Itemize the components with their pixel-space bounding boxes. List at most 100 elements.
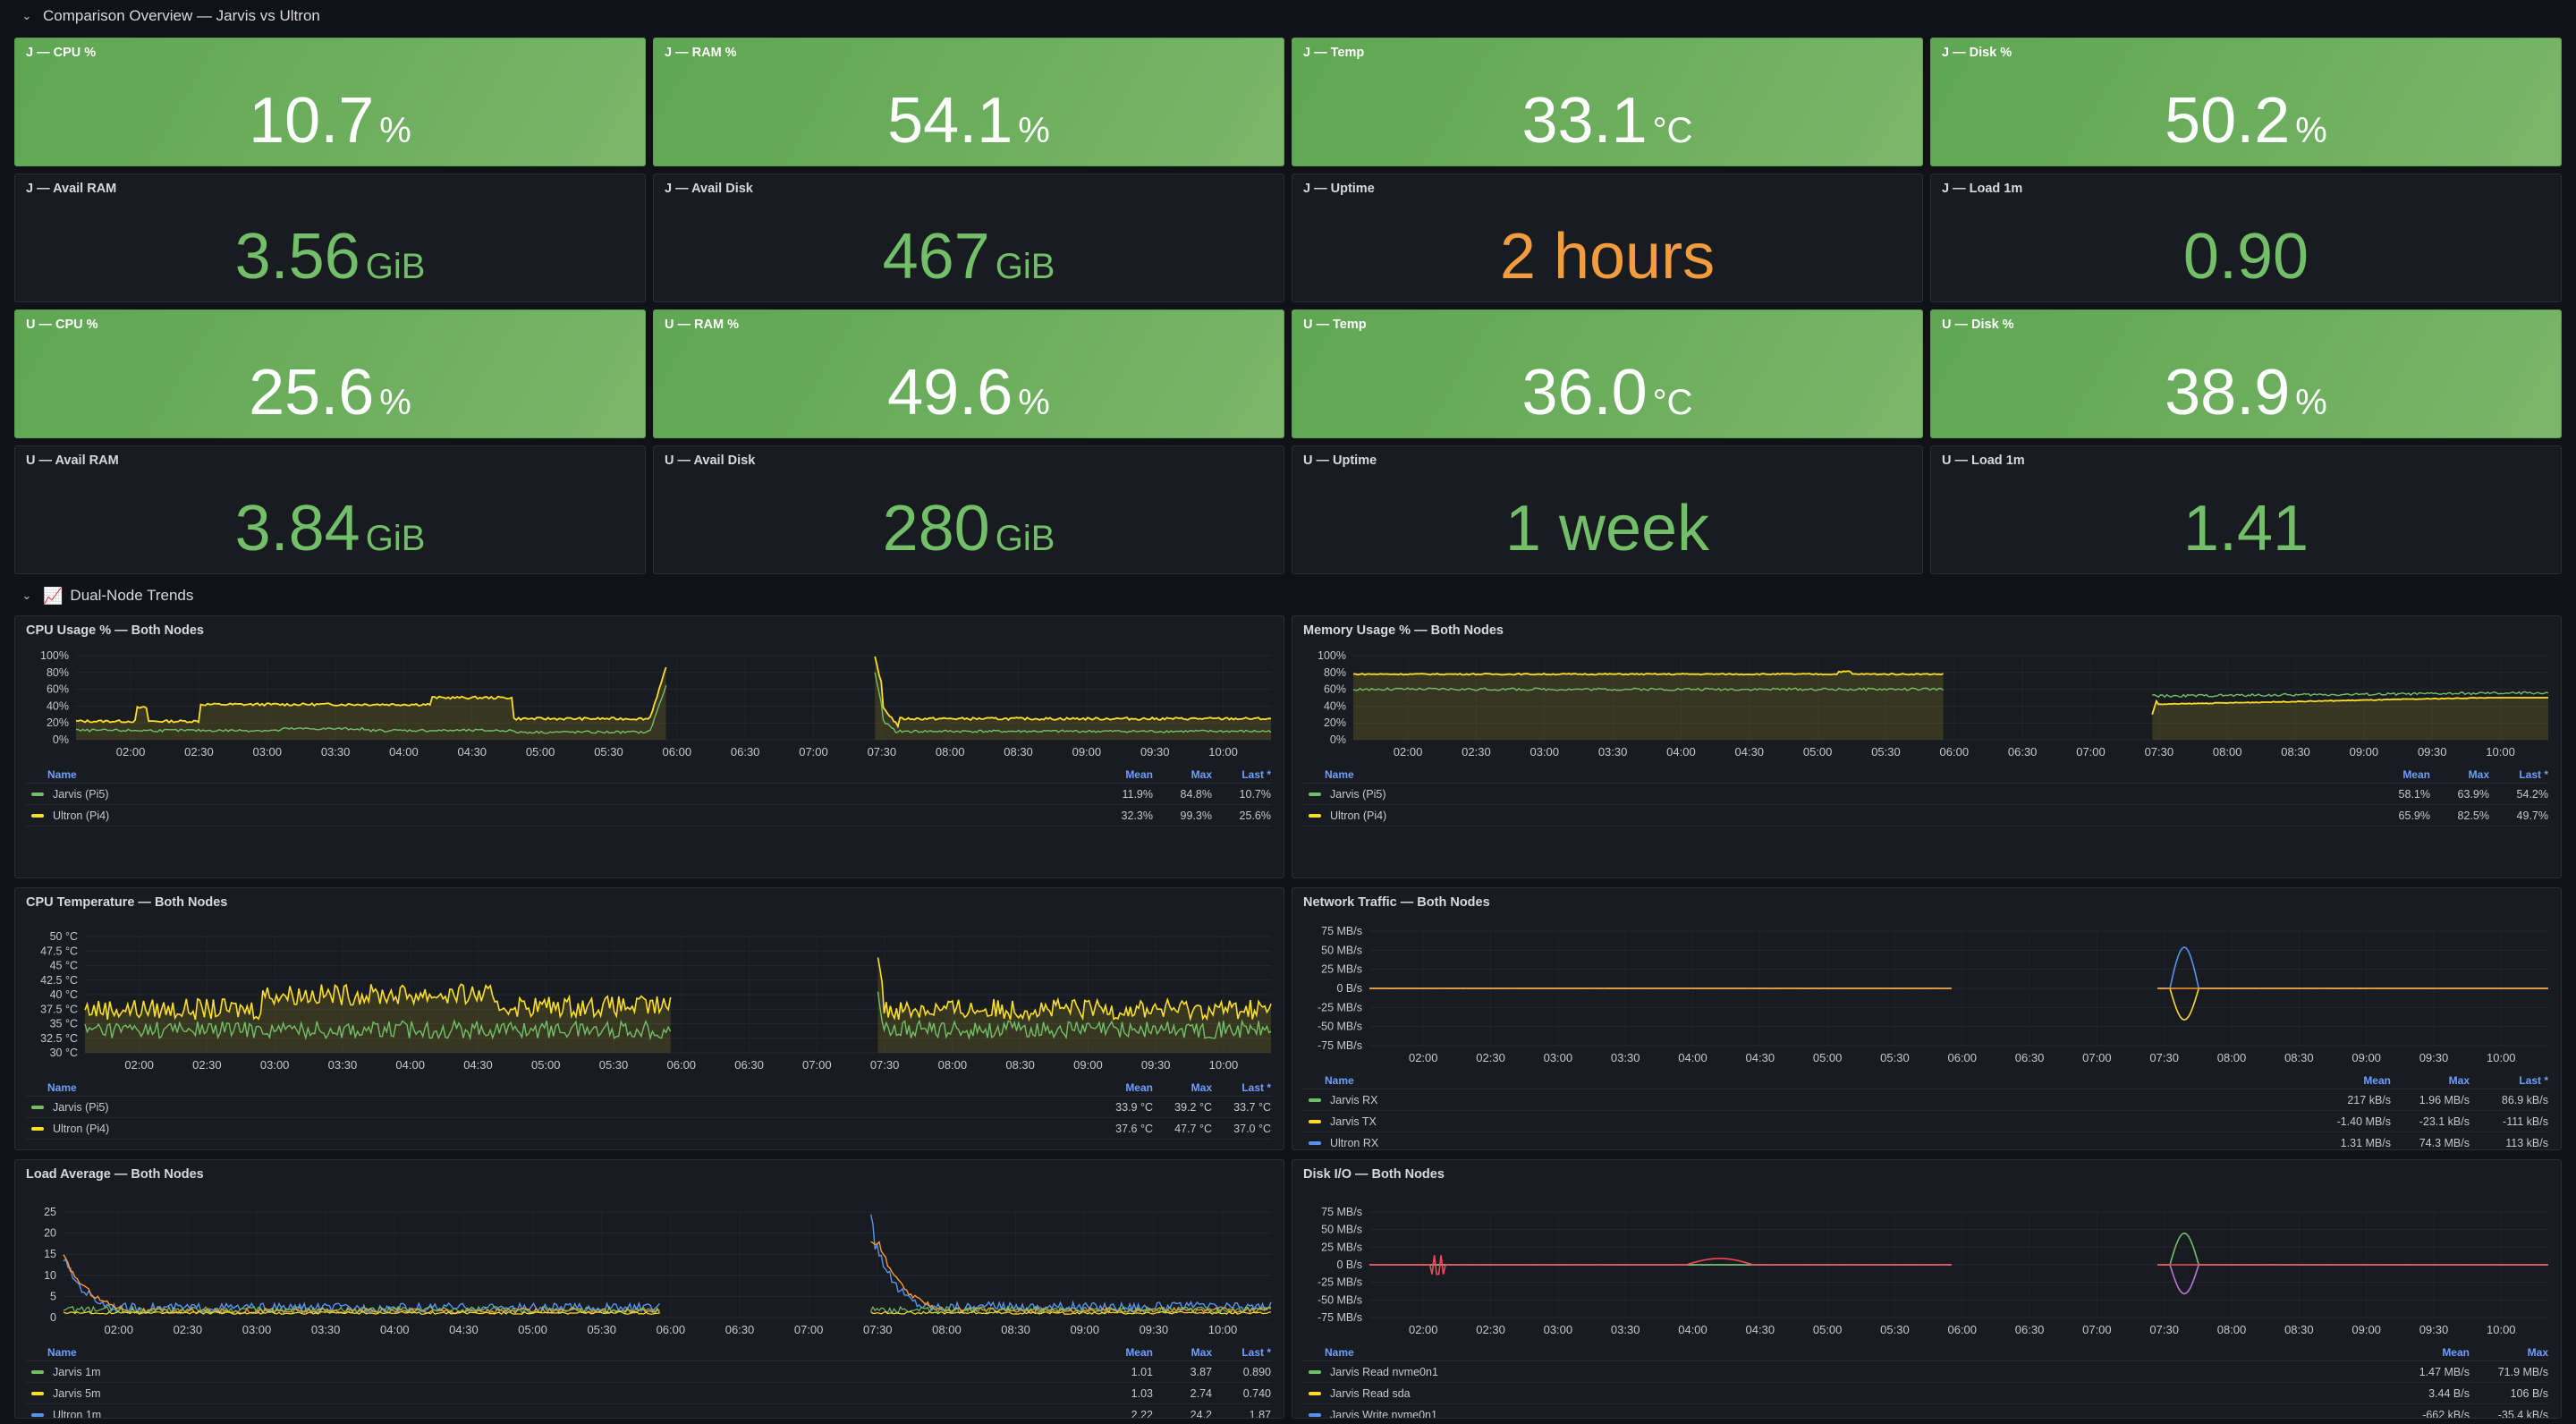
series-line[interactable] xyxy=(63,1254,661,1315)
legend-column-header[interactable]: Last * xyxy=(1241,768,1271,781)
row-header-trends[interactable]: ⌄ 📈 Dual-Node Trends xyxy=(0,580,194,612)
series-line[interactable] xyxy=(63,1258,661,1315)
series-line[interactable] xyxy=(870,1310,1272,1315)
legend-column-header[interactable]: Mean xyxy=(1125,1346,1153,1359)
series-line[interactable] xyxy=(1369,1255,1952,1276)
legend-row[interactable]: Jarvis (Pi5) 11.9% 84.8% 10.7% xyxy=(26,784,1271,805)
legend-row[interactable]: Jarvis TX -1.40 MB/s -23.1 kB/s -111 kB/s xyxy=(1303,1111,2548,1132)
legend-row[interactable]: Jarvis (Pi5) 58.1% 63.9% 54.2% xyxy=(1303,784,2548,805)
stat-panel[interactable]: J — Disk % 50.2% xyxy=(1930,38,2562,166)
row-header-comparison[interactable]: ⌄ Comparison Overview — Jarvis vs Ultron xyxy=(0,0,320,32)
legend-row[interactable]: Jarvis (Pi5) 33.9 °C 39.2 °C 33.7 °C xyxy=(26,1097,1271,1118)
series-line[interactable] xyxy=(84,1019,672,1041)
chevron-down-icon[interactable]: ⌄ xyxy=(21,589,32,602)
legend-column-header[interactable]: Name xyxy=(47,1081,77,1094)
series-line[interactable] xyxy=(63,1305,660,1315)
stat-panel[interactable]: J — Temp 33.1 °C xyxy=(1292,38,1923,166)
series-line[interactable] xyxy=(2152,691,2549,699)
series-line[interactable] xyxy=(874,672,1272,733)
legend-series-name[interactable]: Jarvis (Pi5) xyxy=(1303,788,2371,801)
legend-column-header[interactable]: Mean xyxy=(2442,1346,2470,1359)
legend-series-name[interactable]: Jarvis TX xyxy=(1303,1115,2312,1128)
legend-series-name[interactable]: Jarvis Read sda xyxy=(1303,1387,2391,1400)
legend-row[interactable]: Jarvis RX 217 kB/s 1.96 MB/s 86.9 kB/s xyxy=(1303,1089,2548,1111)
series-line[interactable] xyxy=(870,1305,1272,1315)
legend-column-header[interactable]: Last * xyxy=(2519,768,2548,781)
legend-column-header[interactable]: Max xyxy=(2448,1074,2470,1087)
stat-panel[interactable]: J — RAM % 54.1% xyxy=(653,38,1284,166)
stat-panel[interactable]: U — Disk % 38.9% xyxy=(1930,309,2562,438)
legend-column-header[interactable]: Last * xyxy=(1241,1081,1271,1094)
series-line[interactable] xyxy=(75,666,667,724)
legend-row[interactable]: Jarvis 5m 1.03 2.74 0.740 xyxy=(26,1383,1271,1404)
chart-svg[interactable]: 100% 80% 60% 40% 20% 0% 02:00 02:30 03:00 03:30 04… xyxy=(15,616,1284,763)
series-line[interactable] xyxy=(2157,1263,2549,1295)
series-line[interactable] xyxy=(2157,1232,2548,1267)
stat-panel[interactable]: J — CPU % 10.7% xyxy=(14,38,646,166)
legend-series-name[interactable]: Jarvis 5m xyxy=(26,1387,1094,1400)
timeseries-panel-load[interactable]: Load Average — Both Nodes 25 20 15 10 5 0 02:00… xyxy=(14,1159,1284,1419)
series-line[interactable] xyxy=(84,983,672,1021)
legend-row[interactable]: Jarvis Read nvme0n1 1.47 MB/s 71.9 MB/s xyxy=(1303,1361,2548,1383)
legend-series-name[interactable]: Jarvis RX xyxy=(1303,1094,2312,1106)
series-line[interactable] xyxy=(874,656,1272,729)
stat-panel[interactable]: U — Avail Disk 280 GiB xyxy=(653,445,1284,574)
timeseries-panel-cpu[interactable]: CPU Usage % — Both Nodes 100% 80% 60% 40% 20%… xyxy=(14,615,1284,878)
chart-svg[interactable]: 75 MB/s 50 MB/s 25 MB/s 0 B/s -25 MB/s -50 MB… xyxy=(1292,1160,2562,1341)
legend-column-header[interactable]: Max xyxy=(1191,1346,1212,1359)
series-line[interactable] xyxy=(1353,670,1944,676)
series-line[interactable] xyxy=(2157,945,2549,990)
legend-series-name[interactable]: Jarvis Read nvme0n1 xyxy=(1303,1366,2391,1378)
legend-series-name[interactable]: Ultron (Pi4) xyxy=(26,1123,1094,1135)
stat-panel[interactable]: J — Load 1m 0.90 xyxy=(1930,174,2562,302)
legend-series-name[interactable]: Jarvis (Pi5) xyxy=(26,1101,1094,1114)
stat-panel[interactable]: U — Avail RAM 3.84 GiB xyxy=(14,445,646,574)
legend-column-header[interactable]: Mean xyxy=(1125,1081,1153,1094)
legend-row[interactable]: Ultron RX 1.31 MB/s 74.3 MB/s 113 kB/s xyxy=(1303,1132,2548,1149)
series-line[interactable] xyxy=(877,957,1272,1022)
legend-column-header[interactable]: Mean xyxy=(2402,768,2430,781)
legend-series-name[interactable]: Jarvis 1m xyxy=(26,1366,1094,1378)
stat-panel[interactable]: U — RAM % 49.6% xyxy=(653,309,1284,438)
legend-column-header[interactable]: Name xyxy=(47,768,77,781)
stat-panel[interactable]: J — Avail Disk 467 GiB xyxy=(653,174,1284,302)
legend-row[interactable]: Ultron (Pi4) 37.6 °C 47.7 °C 37.0 °C xyxy=(26,1118,1271,1140)
legend-column-header[interactable]: Max xyxy=(1191,1081,1212,1094)
legend-column-header[interactable]: Name xyxy=(47,1346,77,1359)
timeseries-panel-temp[interactable]: CPU Temperature — Both Nodes 50 °C 47.5 °C… xyxy=(14,887,1284,1150)
legend-series-name[interactable]: Ultron (Pi4) xyxy=(26,809,1094,822)
legend-row[interactable]: Jarvis 1m 1.01 3.87 0.890 xyxy=(26,1361,1271,1383)
legend-column-header[interactable]: Max xyxy=(2468,768,2489,781)
chart-svg[interactable]: 50 °C 47.5 °C 45 °C 42.5 °C40 °C 37.5 °C 35 °… xyxy=(15,888,1284,1076)
chart-svg[interactable]: 100% 80% 60% 40% 20% 0% 02:00 02:30 03:00 03:30 04… xyxy=(1292,616,2562,763)
timeseries-panel-memory[interactable]: Memory Usage % — Both Nodes 100% 80% 60% 40%… xyxy=(1292,615,2562,878)
legend-row[interactable]: Jarvis Read sda 3.44 B/s 106 B/s xyxy=(1303,1383,2548,1404)
series-line[interactable] xyxy=(75,684,667,734)
legend-series-name[interactable]: Jarvis (Pi5) xyxy=(26,788,1094,801)
stat-panel[interactable]: U — CPU % 25.6% xyxy=(14,309,646,438)
stat-panel[interactable]: U — Load 1m 1.41 xyxy=(1930,445,2562,574)
series-line[interactable] xyxy=(63,1310,660,1315)
legend-column-header[interactable]: Mean xyxy=(1125,768,1153,781)
legend-column-header[interactable]: Name xyxy=(1325,768,1354,781)
legend-column-header[interactable]: Mean xyxy=(2363,1074,2391,1087)
timeseries-panel-network[interactable]: Network Traffic — Both Nodes 75 MB/s 50 MB… xyxy=(1292,887,2562,1150)
legend-column-header[interactable]: Name xyxy=(1325,1346,1354,1359)
chevron-down-icon[interactable]: ⌄ xyxy=(21,9,32,22)
legend-column-header[interactable]: Name xyxy=(1325,1074,1354,1087)
legend-column-header[interactable]: Max xyxy=(1191,768,1212,781)
legend-row[interactable]: Ultron (Pi4) 32.3% 99.3% 25.6% xyxy=(26,805,1271,826)
timeseries-panel-disk[interactable]: Disk I/O — Both Nodes 75 MB/s 50 MB/s 25 MB… xyxy=(1292,1159,2562,1419)
legend-row[interactable]: Ultron (Pi4) 65.9% 82.5% 49.7% xyxy=(1303,805,2548,826)
series-line[interactable] xyxy=(2157,987,2548,1021)
legend-series-name[interactable]: Ultron RX xyxy=(1303,1137,2312,1149)
stat-panel[interactable]: J — Uptime 2 hours xyxy=(1292,174,1923,302)
legend-column-header[interactable]: Max xyxy=(2527,1346,2548,1359)
series-line[interactable] xyxy=(869,1214,1272,1314)
stat-panel[interactable]: U — Uptime 1 week xyxy=(1292,445,1923,574)
legend-row[interactable]: Ultron 1m 2.22 24.2 1.87 xyxy=(26,1404,1271,1418)
legend-column-header[interactable]: Last * xyxy=(1241,1346,1271,1359)
stat-panel[interactable]: U — Temp 36.0 °C xyxy=(1292,309,1923,438)
legend-row[interactable]: Jarvis Write nvme0n1 -662 kB/s -35.4 kB/s xyxy=(1303,1404,2548,1418)
series-line[interactable] xyxy=(1352,687,1945,692)
